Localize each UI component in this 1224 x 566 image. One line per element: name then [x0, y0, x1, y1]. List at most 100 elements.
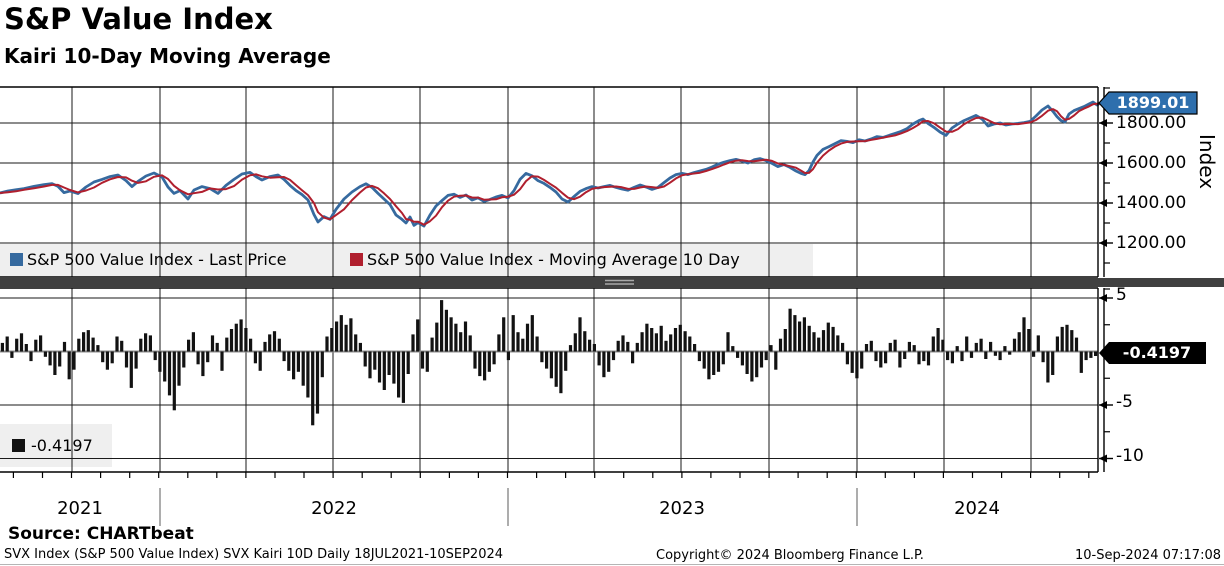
kairi-bar — [879, 351, 883, 368]
kairi-bar — [516, 332, 520, 352]
kairi-bar — [821, 330, 826, 352]
kairi-bar — [807, 325, 811, 352]
kairi-legend-value[interactable]: -0.4197 — [31, 436, 93, 455]
kairi-bar — [34, 339, 38, 352]
kairi-bar — [693, 344, 697, 352]
kairi-bar — [731, 346, 735, 352]
kairi-bar — [778, 338, 783, 352]
last-price-tag-shape[interactable] — [1098, 91, 1198, 115]
kairi-bar — [77, 338, 81, 352]
kairi-bar — [1084, 351, 1088, 361]
kairi-bar — [697, 351, 701, 362]
kairi-bar — [368, 351, 372, 379]
kairi-bar — [148, 335, 152, 352]
kairi-tag-shape[interactable] — [1099, 342, 1206, 364]
kairi-bar — [5, 336, 9, 352]
kairi-bar — [287, 351, 291, 371]
kairi-bar — [506, 351, 510, 361]
kairi-bar — [931, 336, 935, 352]
bottom-panel-plot[interactable] — [0, 288, 1098, 472]
kairi-bar — [626, 341, 630, 352]
kairi-bar — [463, 321, 468, 352]
kairi-bar — [91, 337, 95, 352]
ma-legend-swatch-icon — [350, 253, 363, 266]
kairi-bar — [740, 351, 744, 366]
kairi-bar — [101, 351, 105, 363]
kairi-bar — [373, 351, 377, 370]
kairi-bar — [411, 334, 415, 352]
price-line — [0, 100, 1101, 228]
kairi-bar — [707, 351, 711, 380]
ma-legend-label[interactable]: S&P 500 Value Index - Moving Average 10 … — [367, 250, 740, 269]
kairi-bar — [769, 345, 773, 352]
kairi-bar — [120, 340, 124, 352]
axis-tick-arrow-icon — [1099, 239, 1107, 247]
separator-handle-icon[interactable] — [605, 279, 634, 285]
kairi-bar — [315, 351, 320, 414]
kairi-bar — [430, 337, 434, 352]
kairi-bar — [950, 351, 954, 364]
kairi-bar — [110, 351, 114, 364]
kairi-bar — [721, 351, 725, 365]
kairi-bar — [745, 351, 749, 374]
kairi-bar — [635, 342, 639, 352]
kairi-bar — [392, 351, 396, 384]
kairi-bar — [640, 332, 644, 352]
kairi-bar — [177, 351, 181, 386]
kairi-bar — [1012, 338, 1017, 352]
kairi-bar — [912, 345, 916, 352]
kairi-bar — [478, 351, 482, 377]
top-panel-plot[interactable] — [0, 87, 1098, 277]
kairi-bar — [826, 322, 830, 352]
kairi-bar — [163, 351, 167, 382]
kairi-bar — [382, 351, 386, 390]
kairi-bar — [869, 340, 873, 352]
kairi-bar — [0, 342, 5, 352]
kairi-value-tag[interactable]: -0.4197 — [1122, 343, 1192, 362]
kairi-bar — [487, 351, 491, 372]
kairi-bar — [1089, 351, 1093, 358]
kairi-bar — [855, 351, 859, 379]
kairi-bar — [62, 341, 67, 352]
kairi-bar — [29, 351, 33, 362]
kairi-bar — [258, 351, 262, 371]
kairi-bar — [158, 351, 162, 372]
kairi-bar — [922, 351, 926, 362]
kairi-bar — [39, 335, 43, 352]
last-price-tag[interactable]: 1899.01 — [1116, 93, 1190, 112]
kairi-bar — [907, 341, 911, 352]
kairi-bar — [1074, 337, 1079, 352]
kairi-bar — [115, 336, 119, 352]
price-legend-label[interactable]: S&P 500 Value Index - Last Price — [27, 250, 287, 269]
kairi-bar — [993, 351, 997, 356]
kairi-bar — [187, 339, 191, 352]
kairi-bar — [702, 351, 706, 369]
kairi-bar — [483, 351, 487, 381]
panel-separator[interactable] — [0, 278, 1224, 287]
price-legend-swatch-icon — [10, 253, 23, 266]
year-label: 2021 — [57, 498, 103, 519]
kairi-bar — [759, 351, 764, 368]
kairi-bar — [525, 323, 530, 352]
kairi-bar — [96, 345, 100, 352]
kairi-bar — [1079, 351, 1083, 373]
gridlines — [0, 87, 1098, 472]
page-subtitle: Kairi 10-Day Moving Average — [4, 44, 331, 68]
kairi-bar — [683, 331, 687, 352]
kairi-bar — [244, 328, 248, 352]
kairi-bar — [969, 351, 974, 358]
kairi-bar — [673, 328, 678, 352]
kairi-bar — [444, 309, 448, 352]
kairi-bar — [172, 351, 176, 411]
kairi-bar — [1027, 329, 1031, 352]
kairi-bar — [568, 345, 573, 352]
kairi-bar — [545, 351, 549, 369]
kairi-bar — [277, 338, 281, 352]
kairi-bar — [788, 308, 792, 352]
kairi-bar — [401, 351, 405, 403]
ma-line — [0, 102, 1101, 226]
kairi-bar — [306, 351, 310, 398]
footnote-line: SVX Index (S&P 500 Value Index) SVX Kair… — [4, 547, 504, 562]
kairi-bar — [124, 351, 129, 368]
kairi-bar — [688, 336, 692, 352]
